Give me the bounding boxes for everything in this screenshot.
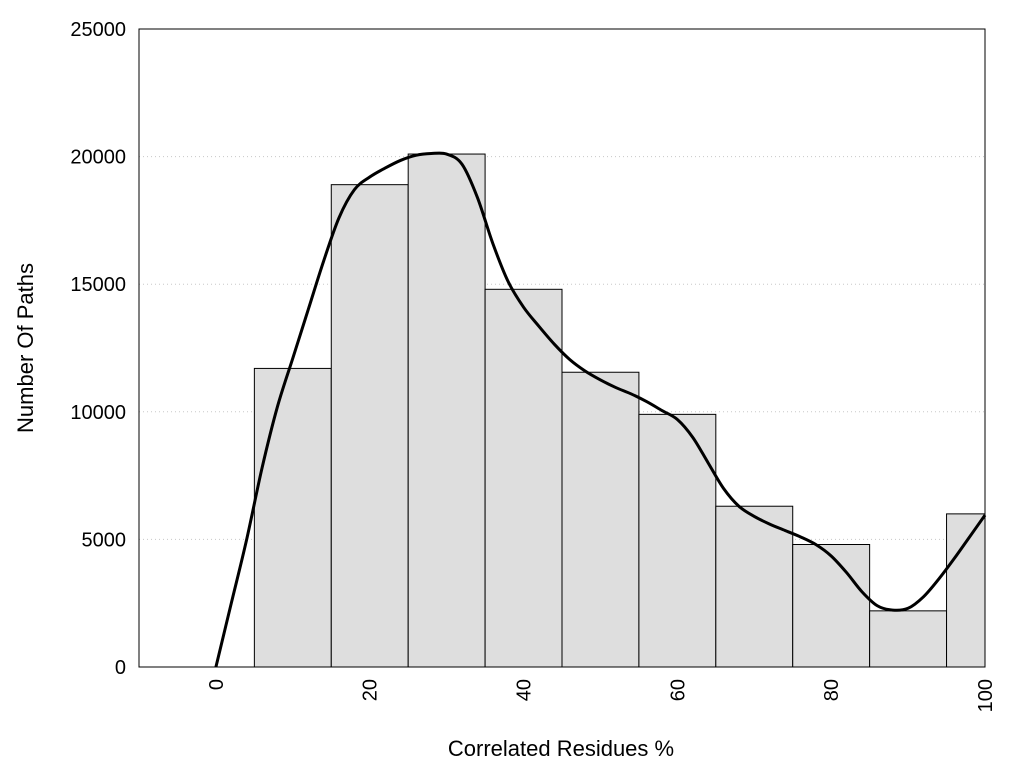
y-tick-label: 0 (115, 657, 126, 679)
histogram-bar (792, 544, 871, 668)
histogram-bar (561, 371, 640, 668)
histogram-bar (484, 288, 563, 668)
y-axis-label: Number Of Paths (13, 263, 38, 433)
x-tick-label: 40 (514, 679, 536, 701)
x-tick-label: 60 (667, 679, 689, 701)
y-tick-label: 20000 (70, 147, 126, 169)
histogram-bar (638, 413, 717, 668)
x-tick-label: 100 (975, 679, 997, 712)
density-curve (214, 151, 987, 668)
histogram-bar (869, 610, 948, 668)
histogram-bar (253, 367, 332, 668)
x-tick-label: 0 (206, 679, 228, 690)
y-axis-ticks: 0 5000 10000 15000 20000 25000 (70, 19, 126, 679)
y-tick-label: 5000 (82, 529, 127, 551)
histogram-bar (330, 184, 409, 668)
x-axis-label: Correlated Residues % (448, 736, 674, 761)
y-tick-label: 10000 (70, 402, 126, 424)
x-tick-label: 20 (360, 679, 382, 701)
histogram-bars (253, 153, 986, 668)
plot-frame (138, 28, 986, 668)
x-tick-label: 80 (821, 679, 843, 701)
histogram-bar (715, 505, 794, 668)
histogram-bar (946, 513, 986, 668)
y-tick-label: 25000 (70, 19, 126, 41)
histogram-bar (407, 153, 486, 668)
y-tick-label: 15000 (70, 274, 126, 296)
x-axis-ticks: 0 20 40 60 80 100 (206, 679, 997, 712)
